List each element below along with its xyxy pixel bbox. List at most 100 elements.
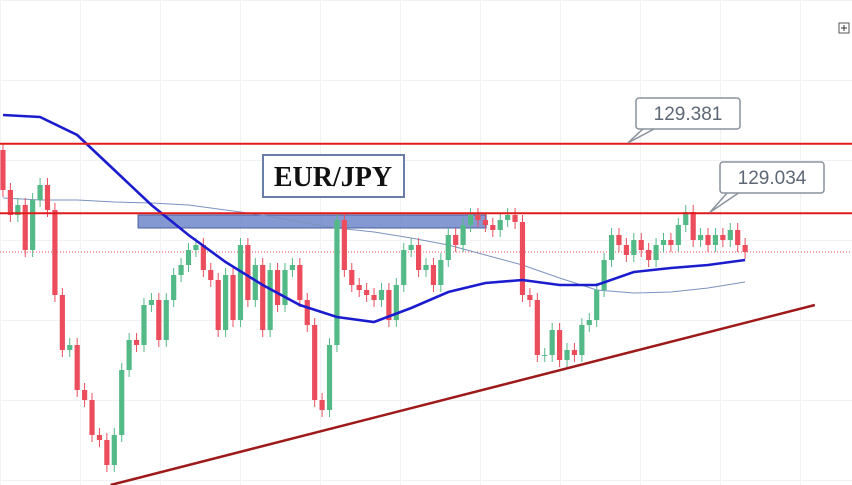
candle-body [720, 235, 726, 240]
level-label: 129.381 [654, 104, 723, 125]
candle-body [148, 300, 154, 305]
candle-body [334, 220, 340, 345]
candle-body [378, 290, 385, 300]
resistance-zone [137, 214, 487, 229]
candle-body [386, 290, 392, 320]
candle-body [415, 245, 422, 270]
candle-body [111, 435, 117, 465]
candle-body [326, 345, 333, 410]
candle-body [475, 215, 481, 220]
candle-body [408, 245, 414, 250]
candle-body [460, 225, 466, 245]
candle-body [646, 250, 652, 260]
candle-body [586, 320, 592, 325]
candle-body [282, 270, 288, 305]
callout-pointer [627, 127, 657, 144]
candle-body [542, 355, 548, 356]
candle-body [423, 265, 429, 270]
candle-body [178, 265, 184, 275]
candle-body [735, 230, 741, 245]
candle-body [237, 245, 244, 320]
candle-body [82, 390, 88, 400]
candle-body [59, 295, 65, 350]
candle-body [141, 305, 147, 345]
candle-body [497, 220, 503, 230]
candle-body [393, 285, 399, 320]
candle-body [215, 280, 221, 330]
candle-body [608, 235, 615, 260]
candle-body [30, 200, 36, 250]
candle-body [571, 350, 578, 355]
moving-average [2, 113, 746, 324]
candle-body [96, 435, 103, 440]
title-box [262, 154, 405, 198]
level-label-box [635, 97, 741, 130]
candle-body [252, 265, 258, 300]
candle-body [230, 275, 236, 320]
candle-body [200, 245, 206, 270]
candle-body [594, 290, 600, 320]
candle-body [7, 190, 13, 215]
candle-body [683, 212, 689, 225]
candle-body [319, 400, 325, 410]
candle-body [616, 235, 622, 245]
candle-body [505, 215, 511, 220]
candle-body [260, 265, 266, 330]
candle-body [549, 330, 555, 355]
candle-body [104, 440, 110, 465]
candle-body [274, 270, 281, 305]
moving-average [2, 197, 746, 294]
callout-pointer [709, 191, 743, 213]
candle-body [453, 235, 459, 245]
candle-body [660, 240, 667, 245]
settings-icon[interactable] [838, 22, 850, 34]
candle-body [675, 225, 681, 245]
candle-body [133, 340, 140, 345]
candle-body [712, 235, 719, 245]
candle-body [690, 212, 696, 240]
candle-body [467, 215, 474, 225]
candle-body [371, 295, 377, 300]
candle-body [349, 270, 355, 285]
candle-body [245, 245, 251, 300]
candle-body [556, 330, 563, 360]
candle-body [74, 345, 80, 390]
candle-body [267, 270, 273, 330]
candle-body [312, 325, 318, 400]
candle-body [304, 300, 310, 325]
candle-body [15, 205, 21, 215]
level-label-box [719, 161, 825, 194]
chart-title: EUR/JPY [274, 162, 392, 193]
candle-body [519, 222, 526, 295]
candle-body [156, 300, 162, 340]
candle-body [37, 185, 43, 200]
candle-body [171, 275, 177, 300]
candle-body [668, 240, 674, 245]
candle-body [527, 295, 533, 300]
candle-body [223, 275, 229, 330]
candle-body [356, 285, 362, 290]
candle-body [601, 260, 607, 290]
candle-body [579, 325, 585, 355]
candle-body [119, 370, 125, 435]
candle-body [341, 220, 347, 270]
candle-body [623, 245, 629, 255]
candle-body [698, 235, 704, 240]
candle-body [401, 250, 407, 285]
candle-body [638, 240, 644, 250]
candle-body [185, 250, 192, 265]
candle-body [163, 300, 169, 340]
candle-body [297, 265, 303, 300]
candle-body [438, 260, 444, 285]
candle-body [52, 210, 58, 295]
candle-body [742, 245, 748, 252]
candle-body [445, 235, 451, 260]
candle-body [482, 220, 488, 225]
candle-body [0, 150, 6, 190]
candle-body [126, 340, 132, 370]
candle-body [653, 245, 659, 260]
candle-body [67, 345, 73, 350]
candle-body [208, 270, 214, 280]
candle-body [705, 235, 711, 245]
